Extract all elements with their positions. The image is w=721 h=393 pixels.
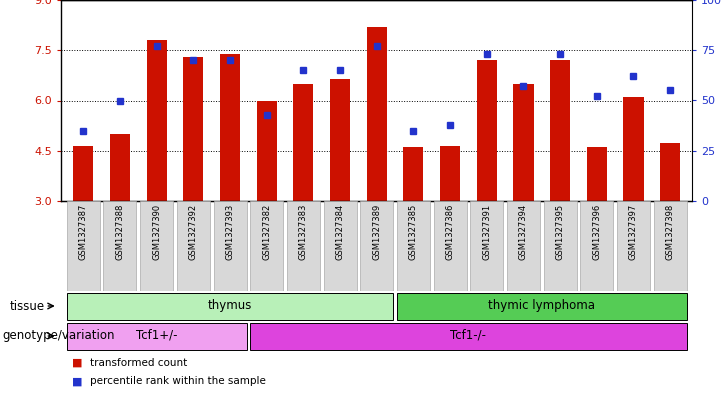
Text: GSM1327385: GSM1327385: [409, 204, 418, 260]
Bar: [403, 147, 423, 201]
Bar: [220, 53, 240, 201]
Bar: [470, 201, 503, 291]
Bar: [360, 201, 393, 291]
Bar: [257, 101, 277, 201]
Bar: [146, 40, 167, 201]
Bar: [250, 201, 283, 291]
Text: GSM1327393: GSM1327393: [226, 204, 234, 260]
Bar: [67, 201, 99, 291]
Text: ■: ■: [72, 358, 83, 368]
Bar: [140, 201, 173, 291]
Bar: [183, 57, 203, 201]
Text: thymic lymphoma: thymic lymphoma: [488, 299, 596, 312]
Bar: [67, 323, 247, 349]
Bar: [67, 292, 393, 320]
Text: GSM1327390: GSM1327390: [152, 204, 162, 260]
Text: ■: ■: [72, 376, 83, 386]
Text: GSM1327383: GSM1327383: [299, 204, 308, 260]
Bar: [587, 147, 607, 201]
Text: GSM1327394: GSM1327394: [519, 204, 528, 260]
Bar: [74, 146, 94, 201]
Text: GSM1327387: GSM1327387: [79, 204, 88, 260]
Bar: [324, 201, 357, 291]
Text: GSM1327386: GSM1327386: [446, 204, 454, 260]
Bar: [617, 201, 650, 291]
Text: GSM1327384: GSM1327384: [335, 204, 345, 260]
Text: GSM1327389: GSM1327389: [372, 204, 381, 260]
Text: tissue: tissue: [9, 299, 45, 312]
Bar: [440, 146, 460, 201]
Bar: [250, 323, 686, 349]
Text: GSM1327382: GSM1327382: [262, 204, 271, 260]
Bar: [110, 134, 130, 201]
Text: GSM1327395: GSM1327395: [556, 204, 565, 260]
Bar: [513, 84, 534, 201]
Text: Tcf1+/-: Tcf1+/-: [136, 329, 177, 342]
Bar: [213, 201, 247, 291]
Bar: [660, 143, 680, 201]
Bar: [507, 201, 540, 291]
Bar: [367, 27, 386, 201]
Text: GSM1327392: GSM1327392: [189, 204, 198, 260]
Text: thymus: thymus: [208, 299, 252, 312]
Bar: [550, 60, 570, 201]
Bar: [433, 201, 466, 291]
Bar: [544, 201, 577, 291]
Bar: [287, 201, 320, 291]
Text: GSM1327388: GSM1327388: [115, 204, 125, 260]
Bar: [177, 201, 210, 291]
Bar: [624, 97, 644, 201]
Text: transformed count: transformed count: [90, 358, 187, 368]
Bar: [654, 201, 686, 291]
Bar: [293, 84, 314, 201]
Text: Tcf1-/-: Tcf1-/-: [451, 329, 487, 342]
Text: genotype/variation: genotype/variation: [2, 329, 115, 343]
Text: GSM1327398: GSM1327398: [665, 204, 675, 260]
Text: GSM1327396: GSM1327396: [592, 204, 601, 260]
Bar: [580, 201, 614, 291]
Bar: [330, 79, 350, 201]
Bar: [397, 201, 430, 291]
Text: GSM1327391: GSM1327391: [482, 204, 491, 260]
Bar: [477, 60, 497, 201]
Text: percentile rank within the sample: percentile rank within the sample: [90, 376, 266, 386]
Bar: [104, 201, 136, 291]
Bar: [397, 292, 686, 320]
Text: GSM1327397: GSM1327397: [629, 204, 638, 260]
